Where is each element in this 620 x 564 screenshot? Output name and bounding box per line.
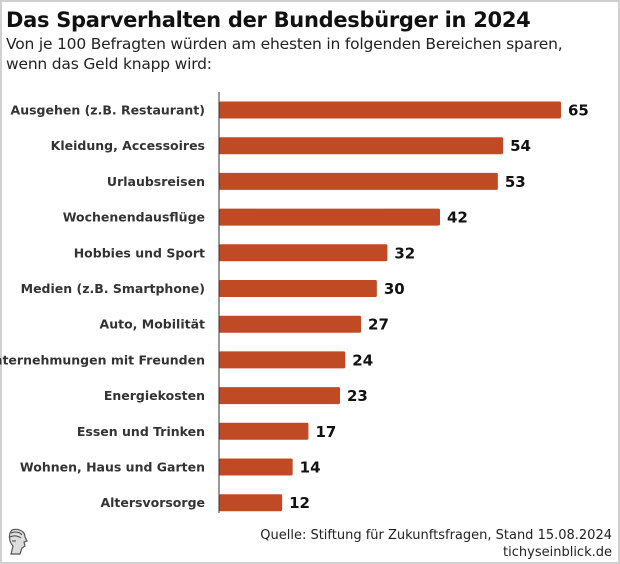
category-label: Urlaubsreisen <box>107 174 205 189</box>
bar <box>219 387 341 405</box>
bar <box>219 244 388 262</box>
greek-head-logo-icon <box>6 528 30 560</box>
bar <box>219 315 362 333</box>
bar <box>219 351 346 369</box>
chart-subtitle: Von je 100 Befragten würden am ehesten i… <box>6 35 563 73</box>
bar <box>219 172 498 190</box>
category-label: Essen und Trinken <box>77 424 205 439</box>
value-label: 65 <box>568 102 589 120</box>
bar <box>219 208 440 226</box>
category-label: Unternehmungen mit Freunden <box>0 352 205 367</box>
chart-title: Das Sparverhalten der Bundesbürger in 20… <box>6 8 531 32</box>
value-label: 12 <box>289 494 310 512</box>
category-label: Ausgehen (z.B. Restaurant) <box>11 103 205 118</box>
value-label: 14 <box>300 459 321 477</box>
category-label: Energiekosten <box>104 388 205 403</box>
category-label: Wochenendausflüge <box>63 210 205 225</box>
value-label: 42 <box>447 209 468 227</box>
category-label: Hobbies und Sport <box>74 245 205 260</box>
bar <box>219 280 377 297</box>
value-label: 54 <box>510 137 531 155</box>
value-label: 24 <box>352 351 373 369</box>
bar <box>219 422 309 440</box>
bar <box>219 101 561 119</box>
source-text: Quelle: Stiftung für Zukunftsfragen, Sta… <box>260 528 612 543</box>
category-label: Kleidung, Accessoires <box>51 138 205 153</box>
site-name: tichyseinblick.de <box>503 545 612 560</box>
category-label: Auto, Mobilität <box>100 317 205 332</box>
value-label: 53 <box>505 173 526 191</box>
category-label: Medien (z.B. Smartphone) <box>21 281 205 296</box>
bar <box>219 458 293 476</box>
category-label: Altersvorsorge <box>100 495 205 510</box>
value-label: 30 <box>384 280 405 298</box>
bar <box>219 137 504 155</box>
value-label: 23 <box>347 387 368 405</box>
value-label: 32 <box>394 244 415 262</box>
source-note: Quelle: Stiftung für Zukunftsfragen, Sta… <box>260 527 612 561</box>
bar <box>219 494 283 512</box>
category-label: Wohnen, Haus und Garten <box>20 460 205 475</box>
value-label: 17 <box>315 423 336 441</box>
value-label: 27 <box>368 316 389 334</box>
